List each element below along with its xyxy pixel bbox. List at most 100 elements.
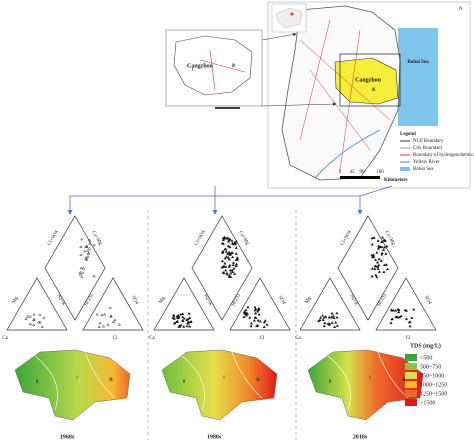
sample-point xyxy=(327,315,331,319)
sample-point xyxy=(233,272,237,275)
sample-point xyxy=(227,257,231,261)
sample-point xyxy=(224,268,228,272)
piper-triangle xyxy=(153,277,215,331)
sample-point xyxy=(37,320,41,324)
sample-point xyxy=(221,251,225,254)
sample-point xyxy=(188,324,192,328)
sample-point xyxy=(377,263,381,267)
sample-point xyxy=(221,238,225,241)
sample-point xyxy=(370,255,375,259)
sample-point xyxy=(231,261,236,264)
sample-point xyxy=(113,318,117,322)
sample-point xyxy=(103,312,107,316)
sample-point xyxy=(396,307,400,311)
tds-label: 750~1000 xyxy=(420,373,444,379)
sample-point xyxy=(188,316,192,320)
sample-point xyxy=(223,247,227,251)
sample-point xyxy=(332,316,336,319)
sample-point xyxy=(382,248,386,251)
sample-point xyxy=(371,253,376,257)
sample-point xyxy=(32,317,36,321)
sample-point xyxy=(256,318,260,322)
tds-map xyxy=(307,349,424,421)
tds-label: 1250~1500 xyxy=(420,391,447,397)
sample-point xyxy=(175,319,180,323)
sample-point xyxy=(223,235,227,239)
sample-point xyxy=(32,312,36,316)
sample-point xyxy=(231,270,235,273)
sample-point xyxy=(377,244,381,248)
scale-label: 0 xyxy=(339,170,342,175)
sample-point xyxy=(228,263,232,267)
piper-diamond xyxy=(44,215,106,321)
sample-point xyxy=(408,320,412,324)
zone-label: Ⅲ xyxy=(372,87,375,93)
sample-point xyxy=(408,324,412,328)
sample-point xyxy=(255,324,259,328)
sample-point xyxy=(246,305,250,309)
sample-point xyxy=(389,321,393,324)
sample-point xyxy=(88,246,92,250)
sample-point xyxy=(323,321,327,325)
sample-point xyxy=(253,315,257,319)
piper-label: Cl+SO4 xyxy=(194,230,207,247)
tds-label: 500~750 xyxy=(420,364,441,370)
sample-point xyxy=(222,271,226,275)
sample-point xyxy=(87,251,91,255)
zone-label: Ⅱ xyxy=(329,379,331,385)
sample-point xyxy=(226,236,230,240)
sample-point xyxy=(403,308,407,312)
sample-point xyxy=(254,307,258,311)
sample-point xyxy=(181,312,185,315)
sample-point xyxy=(101,324,105,328)
sample-point xyxy=(79,253,83,256)
sample-point xyxy=(38,313,42,317)
sample-point xyxy=(233,242,237,246)
arrows xyxy=(67,185,393,215)
zone-label: Ⅲ xyxy=(109,377,112,383)
sample-point xyxy=(226,244,231,248)
sample-point xyxy=(92,274,96,277)
sample-point xyxy=(244,308,248,312)
sample-point xyxy=(248,316,252,319)
sample-point xyxy=(109,314,113,318)
contour xyxy=(34,351,116,411)
piper-label: Cl+SO4 xyxy=(47,230,60,247)
sample-point xyxy=(262,320,266,324)
sample-point xyxy=(83,249,87,253)
sample-point xyxy=(392,308,396,312)
sample-point xyxy=(253,305,257,309)
sample-point xyxy=(394,308,398,312)
sample-point xyxy=(231,263,235,267)
sample-point xyxy=(220,259,225,263)
sample-point xyxy=(335,315,339,319)
sample-point xyxy=(257,313,261,316)
piper-triangle xyxy=(229,277,291,331)
sample-point xyxy=(263,319,267,322)
zone-label: Ⅱ xyxy=(36,379,38,385)
zone-label: Ⅰ xyxy=(369,375,370,381)
sample-point xyxy=(333,325,337,328)
sample-point xyxy=(234,258,238,261)
piper-label: Mg xyxy=(12,296,20,305)
sample-point xyxy=(81,266,86,270)
sample-point xyxy=(224,255,229,258)
piper-triangle xyxy=(375,277,437,331)
sample-point xyxy=(232,266,236,270)
sample-point xyxy=(24,317,28,320)
regional-map: N xyxy=(267,1,471,189)
zone-label: Ⅲ xyxy=(232,63,235,69)
sample-point xyxy=(235,256,239,259)
sample-point xyxy=(224,249,228,253)
piper-label: HCO3 xyxy=(84,293,95,307)
zone-label: Ⅰ xyxy=(223,375,224,381)
zone-label: Ⅰ xyxy=(192,67,193,73)
sample-point xyxy=(319,316,323,319)
sample-point xyxy=(244,313,249,317)
zone-label: Ⅲ xyxy=(402,377,405,383)
sample-point xyxy=(321,314,325,317)
sample-point xyxy=(382,245,387,249)
inset-city-label: Cangzhou xyxy=(187,63,214,69)
sample-point xyxy=(106,323,110,326)
sample-point xyxy=(26,314,30,318)
